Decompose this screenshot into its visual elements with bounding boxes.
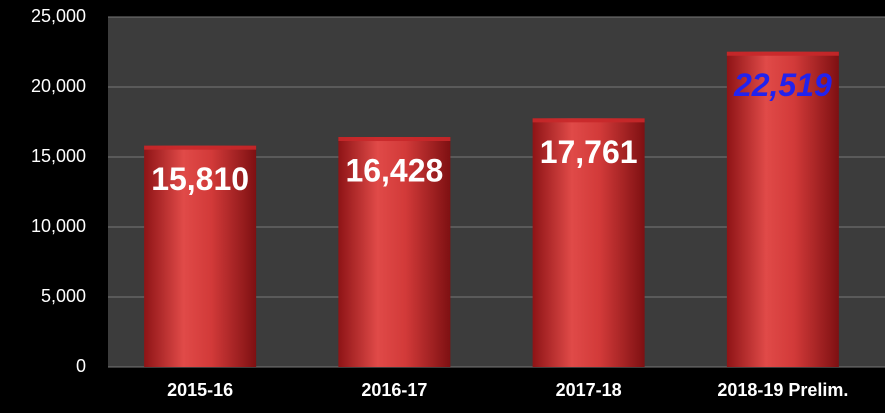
bar	[726, 51, 839, 367]
bar-top	[532, 118, 645, 123]
bar	[144, 145, 257, 367]
x-tick-label: 2018-19 Prelim.	[717, 380, 848, 400]
x-tick-label: 2017-18	[556, 380, 622, 400]
y-tick-label: 15,000	[31, 146, 86, 166]
y-tick-label: 20,000	[31, 76, 86, 96]
bar-top	[338, 137, 451, 142]
data-label: 22,519	[733, 67, 832, 103]
x-tick-label: 2015-16	[167, 380, 233, 400]
bar-top	[144, 145, 257, 150]
bar	[338, 137, 451, 367]
data-label: 17,761	[540, 134, 638, 170]
data-label: 16,428	[345, 152, 443, 188]
bar	[532, 118, 645, 367]
y-tick-label: 0	[76, 356, 86, 376]
y-tick-label: 5,000	[41, 286, 86, 306]
bar-top	[726, 51, 839, 56]
y-tick-label: 10,000	[31, 216, 86, 236]
x-tick-label: 2016-17	[361, 380, 427, 400]
data-label: 15,810	[151, 161, 249, 197]
y-tick-label: 25,000	[31, 6, 86, 26]
